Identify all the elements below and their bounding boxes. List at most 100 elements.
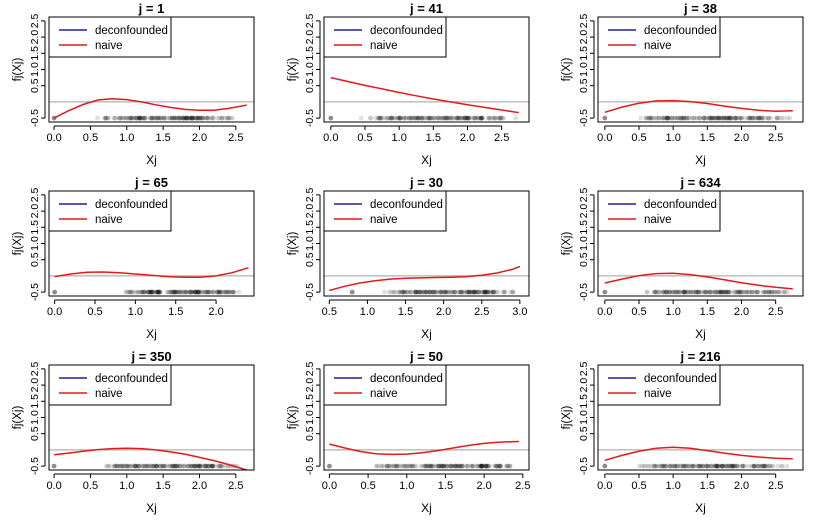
rug-point	[142, 115, 148, 121]
rug-point	[706, 115, 712, 121]
rug-point	[195, 289, 201, 295]
rug-point	[210, 463, 216, 469]
rug-point	[473, 289, 479, 295]
rug-point	[475, 115, 481, 121]
rug-point	[677, 115, 683, 121]
rug-point	[725, 289, 731, 295]
rug-point	[178, 115, 184, 121]
rug-points	[51, 115, 236, 121]
rug-point	[712, 463, 718, 469]
rug-point	[768, 289, 774, 295]
rug-point	[714, 463, 720, 469]
rug-point	[479, 115, 485, 121]
rug-point	[638, 115, 644, 121]
rug-point	[463, 115, 468, 121]
rug-point	[203, 115, 209, 121]
rug-point	[718, 289, 724, 295]
rug-point	[733, 115, 739, 121]
panel-title: j = 634	[679, 175, 721, 190]
legend-label-naive: naive	[644, 40, 672, 52]
series-line-naive	[54, 267, 249, 278]
rug-point	[206, 463, 212, 469]
rug-point	[177, 115, 183, 121]
rug-point	[132, 463, 138, 469]
rug-point	[177, 289, 183, 295]
rug-point	[204, 289, 210, 295]
rug-point	[754, 289, 760, 295]
rug-point	[389, 115, 395, 121]
rug-point	[419, 115, 425, 121]
panel-title: j = 216	[679, 349, 720, 364]
rug-point	[698, 463, 704, 469]
rug-point	[645, 115, 651, 121]
rug-point	[443, 115, 449, 121]
legend-box	[48, 16, 172, 58]
rug-point	[216, 463, 222, 469]
x-tick-label: 0.0	[46, 480, 61, 492]
rug-point	[723, 115, 729, 121]
rug-point	[139, 115, 144, 121]
rug-point	[477, 463, 482, 469]
rug-point	[192, 463, 198, 469]
rug-point	[139, 463, 145, 469]
rug-point	[210, 463, 216, 469]
rug-point	[448, 463, 454, 469]
rug-point	[760, 289, 766, 295]
rug-point	[187, 115, 193, 121]
rug-point	[184, 115, 190, 121]
rug-point	[136, 115, 142, 121]
rug-point	[183, 289, 189, 295]
x-axis-label: Xj	[421, 501, 432, 515]
rug-point	[459, 289, 465, 295]
rug-point	[697, 115, 703, 121]
series-line-naive	[329, 440, 519, 456]
rug-point	[448, 463, 454, 469]
rug-point	[423, 463, 428, 469]
rug-point	[191, 115, 196, 121]
rug-point	[487, 289, 493, 295]
rug-point	[463, 289, 469, 295]
panel-title: j = 41	[409, 1, 443, 16]
rug-point	[495, 463, 501, 469]
rug-point	[148, 289, 154, 295]
rug-point	[464, 463, 470, 469]
rug-point	[196, 289, 202, 295]
rug-point	[136, 463, 141, 469]
rug-point	[453, 289, 458, 295]
rug-point	[154, 463, 160, 469]
rug-point	[494, 463, 500, 469]
rug-point	[136, 463, 142, 469]
rug-point	[465, 115, 471, 121]
rug-point	[473, 115, 479, 121]
rug-point	[151, 115, 157, 121]
y-tick-label: 1.0	[578, 62, 590, 77]
rug-point	[146, 289, 151, 295]
rug-point	[218, 463, 223, 469]
rug-point	[196, 463, 202, 469]
rug-point	[430, 463, 436, 469]
rug-point	[733, 115, 739, 121]
rug-point	[153, 289, 159, 295]
rug-point	[474, 463, 480, 469]
rug-point	[117, 115, 122, 121]
rug-point	[367, 115, 373, 121]
rug-point	[766, 289, 772, 295]
rug-point	[419, 289, 425, 295]
rug-point	[417, 289, 423, 295]
rug-point	[681, 115, 686, 121]
rug-point	[459, 463, 465, 469]
rug-points	[51, 463, 241, 469]
rug-point	[160, 463, 166, 469]
rug-point	[169, 115, 175, 121]
rug-point	[156, 115, 162, 121]
rug-point	[749, 463, 755, 469]
rug-point	[781, 289, 787, 295]
rug-point	[665, 115, 671, 121]
rug-point	[115, 463, 121, 469]
rug-point	[122, 115, 128, 121]
rug-point	[727, 289, 733, 295]
rug-point	[765, 289, 771, 295]
rug-point	[485, 463, 491, 469]
